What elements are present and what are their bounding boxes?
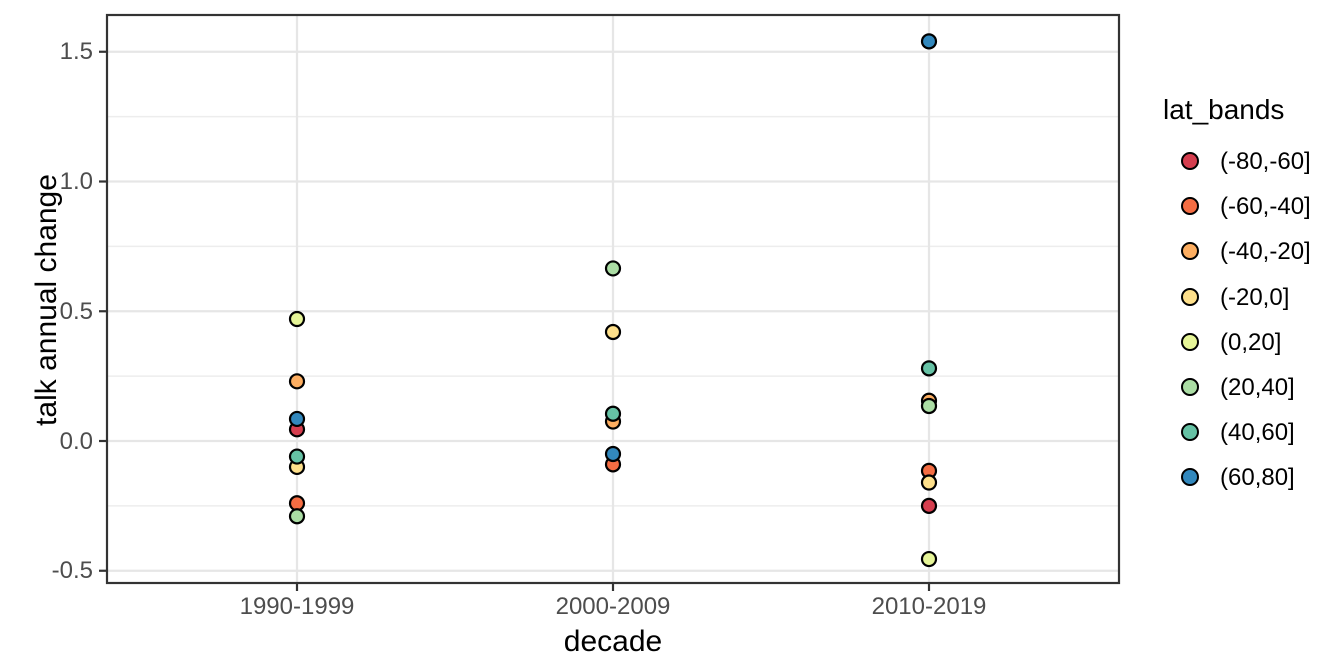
legend-label: (-60,-40] <box>1220 193 1311 221</box>
data-point <box>288 508 306 525</box>
y-tick-label: 0.5 <box>59 297 93 325</box>
data-point <box>920 397 938 415</box>
data-point <box>604 260 622 277</box>
data-point <box>920 33 938 50</box>
y-tick-label: 0.0 <box>59 427 93 455</box>
x-tick-label: 2010-2019 <box>871 593 987 620</box>
data-point <box>288 310 306 328</box>
data-point <box>288 448 306 465</box>
legend-key-dot <box>1181 423 1199 442</box>
legend-key-dot <box>1181 197 1199 216</box>
data-point <box>288 373 306 390</box>
legend: lat_bands (-80,-60] (-60,-40] (-40,-20] (-2… <box>1160 0 1344 672</box>
data-point <box>288 410 306 428</box>
legend-label: (-40,-20] <box>1220 238 1311 266</box>
data-point <box>604 323 622 341</box>
y-tick-label: -0.5 <box>51 557 93 585</box>
legend-label: (40,60] <box>1220 419 1295 447</box>
legend-key-dot <box>1181 152 1199 170</box>
y-tick-label: 1.0 <box>59 168 93 195</box>
x-tick-label: 2000-2009 <box>555 593 671 620</box>
data-point <box>920 474 938 491</box>
legend-label: (0,20] <box>1220 328 1282 356</box>
legend-label: (60,80] <box>1220 464 1295 492</box>
legend-key-dot <box>1181 332 1199 351</box>
data-point <box>604 445 622 463</box>
legend-key-dot <box>1181 378 1199 396</box>
data-point <box>604 405 622 422</box>
legend-label: (20,40] <box>1220 374 1295 401</box>
legend-label: (-80,-60] <box>1220 148 1311 175</box>
legend-key-dot <box>1181 287 1199 306</box>
legend-title: lat_bands <box>1163 94 1285 125</box>
legend-key-dot <box>1181 242 1199 261</box>
x-tick-label: 1990-1999 <box>239 593 355 620</box>
x-axis-title: decade <box>563 625 663 658</box>
data-point <box>920 497 938 514</box>
legend-key-dot <box>1181 468 1199 487</box>
legend-label: (-20,0] <box>1220 283 1290 311</box>
data-point <box>920 360 938 377</box>
data-point <box>920 550 938 568</box>
y-tick-label: 1.5 <box>59 38 93 66</box>
